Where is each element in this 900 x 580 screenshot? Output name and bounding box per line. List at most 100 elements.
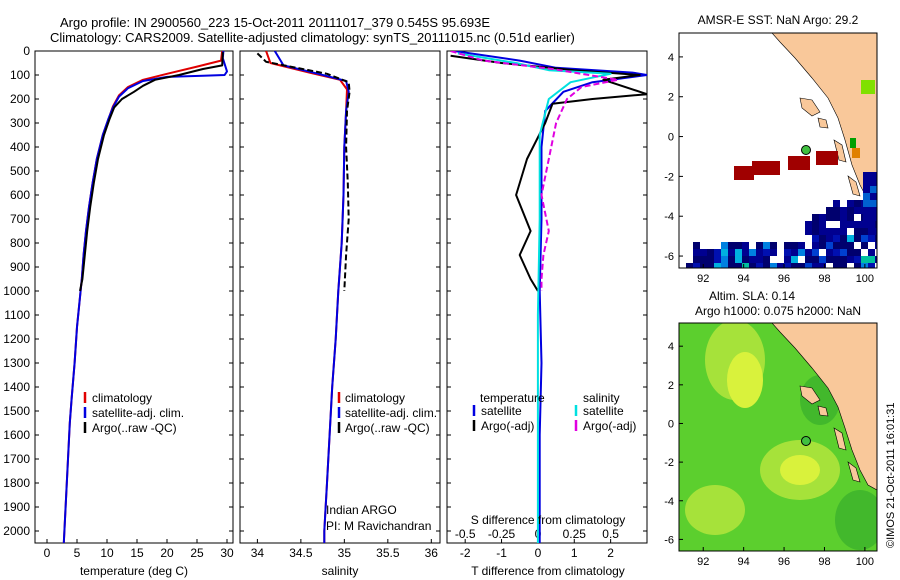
x-tick-label: 0	[535, 546, 542, 560]
sst-pixel	[847, 242, 854, 249]
sst-pixel	[763, 249, 770, 256]
map-x-tick-label: 96	[778, 273, 790, 285]
sst-pixel	[833, 228, 840, 235]
sst-pixel	[812, 256, 819, 263]
sst-pixel	[833, 207, 840, 214]
difference-xlabel: T difference from climatology	[471, 564, 625, 578]
sst-patch	[752, 161, 780, 175]
sst-pixel	[770, 263, 777, 268]
series-line	[457, 52, 612, 543]
y-tick-label: 400	[10, 140, 30, 154]
sst-pixel	[854, 228, 861, 235]
sst-patch	[788, 156, 810, 170]
sst-pixel	[863, 214, 870, 221]
sst-pixel	[847, 221, 854, 228]
sst-pixel	[784, 256, 791, 263]
sst-patch	[852, 148, 860, 158]
sst-pixel	[693, 242, 700, 249]
sst-pixel	[840, 235, 847, 242]
sst-pixel	[812, 221, 819, 228]
x-tick-label: 10	[100, 546, 114, 560]
sst-pixel	[847, 214, 854, 221]
y-tick-label: 800	[10, 236, 30, 250]
map-y-tick-label: -2	[664, 171, 674, 183]
y-tick-label: 1100	[4, 308, 30, 322]
sst-pixel	[756, 256, 763, 263]
island	[833, 427, 847, 451]
sla-feature	[780, 455, 820, 485]
sst-pixel	[742, 242, 749, 249]
sst-pixel	[693, 263, 700, 268]
map-y-tick-label: -4	[664, 496, 674, 508]
sst-pixel	[875, 242, 877, 249]
sst-pixel	[707, 263, 714, 268]
series-line	[256, 52, 351, 292]
sst-pixel	[728, 249, 735, 256]
sst-pixel	[847, 235, 854, 242]
legend-label-satellite: satellite-adj. clim.	[92, 406, 184, 420]
y-tick-label: 500	[10, 164, 30, 178]
sst-pixel	[707, 249, 714, 256]
sst-pixel	[875, 228, 877, 235]
map-y-tick-label: -4	[664, 211, 674, 223]
y-tick-label: 1500	[3, 404, 30, 418]
x-tick-label: 34.5	[289, 546, 313, 560]
sst-pixel	[863, 172, 870, 179]
sst-pixel	[812, 214, 819, 221]
sst-pixel	[854, 200, 861, 207]
sst-pixel	[742, 249, 749, 256]
sst-pixel	[728, 242, 735, 249]
argo-float-marker	[801, 436, 811, 446]
sst-pixel	[863, 179, 870, 186]
sst-pixel	[805, 249, 812, 256]
sst-pixel	[863, 186, 870, 193]
sst-pixel	[870, 200, 877, 207]
sst-pixel	[854, 256, 861, 263]
x-tick-label: 15	[130, 546, 144, 560]
sst-pixel	[868, 235, 875, 242]
sst-pixel	[870, 179, 877, 186]
x-tick-label: 35	[338, 546, 352, 560]
sst-pixel	[819, 228, 826, 235]
island	[817, 405, 829, 417]
legend-label-s-argo: Argo(-adj)	[583, 419, 636, 433]
y-tick-label: 300	[10, 116, 30, 130]
sst-pixel	[840, 221, 847, 228]
y-tick-label: 1800	[3, 476, 30, 490]
sst-pixel	[847, 256, 854, 263]
map-x-tick-label: 92	[697, 273, 709, 285]
sst-pixel	[700, 249, 707, 256]
sst-pixel	[875, 235, 877, 242]
sst-pixel	[840, 249, 847, 256]
sst-pixel	[819, 235, 826, 242]
sst-pixel	[749, 263, 756, 268]
series-line	[79, 52, 224, 292]
map-y-tick-label: 2	[668, 380, 674, 392]
sst-pixel	[735, 249, 742, 256]
sst-pixel	[721, 256, 728, 263]
sst-pixel	[826, 242, 833, 249]
series-line	[454, 51, 647, 543]
x-tick-label: -1	[496, 546, 507, 560]
sst-pixel	[854, 263, 861, 268]
map-x-tick-label: 98	[818, 556, 830, 568]
sst-map-frame	[678, 32, 878, 269]
island	[847, 461, 861, 483]
sst-pixel	[707, 256, 714, 263]
x-tick-label: 25	[190, 546, 204, 560]
difference-top-xlabel: S difference from climatology	[471, 513, 626, 527]
header-line2: Climatology: CARS2009. Satellite-adjuste…	[50, 30, 575, 45]
sst-pixel	[686, 263, 693, 268]
sst-pixel	[870, 193, 877, 200]
sst-patch	[816, 151, 838, 165]
sst-pixel	[812, 242, 819, 249]
x-tick-label: 0	[44, 546, 51, 560]
sst-pixel	[868, 221, 875, 228]
s-tick-label: -0.5	[455, 527, 476, 541]
sst-pixel	[833, 235, 840, 242]
sst-pixel	[833, 249, 840, 256]
sst-pixel	[812, 249, 819, 256]
legend-label-t-satellite: satellite	[481, 404, 522, 418]
sst-pixel	[870, 214, 877, 221]
